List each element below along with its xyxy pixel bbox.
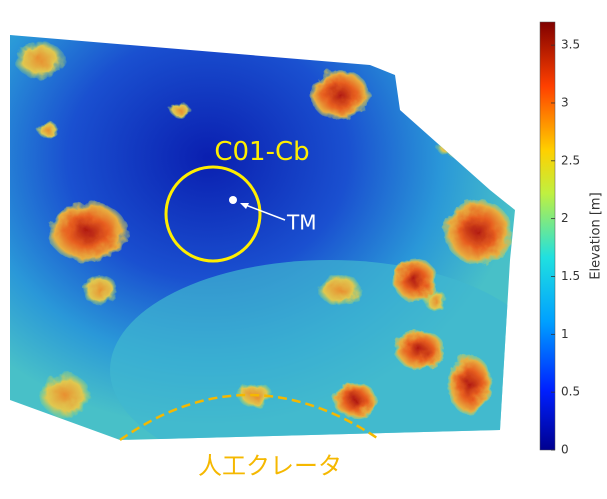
site-label: C01-Cb <box>214 137 309 167</box>
tick-label: 3.5 <box>561 38 580 52</box>
tick-label: 2 <box>561 211 569 225</box>
site-circle <box>164 165 262 263</box>
tick-label: 1.5 <box>561 269 580 283</box>
tm-arrowhead <box>240 203 249 209</box>
tick-label: 2.5 <box>561 153 580 167</box>
colorbar <box>539 21 556 451</box>
crater-rim <box>119 393 381 442</box>
tick-label: 1 <box>561 327 569 341</box>
colorbar-ticks: 0 0.5 1 1.5 2 2.5 3 3.5 <box>551 38 580 457</box>
tm-arrow <box>242 203 286 221</box>
tick-label: 3 <box>561 95 569 109</box>
tick-label: 0 <box>561 443 569 457</box>
terrain <box>10 35 515 440</box>
crater-label: 人工クレータ <box>198 452 342 480</box>
tm-dot <box>229 196 237 204</box>
tm-label: TM <box>286 211 316 235</box>
tick-label: 0.5 <box>561 385 580 399</box>
colorbar-label: Elevation [m] <box>589 192 604 279</box>
